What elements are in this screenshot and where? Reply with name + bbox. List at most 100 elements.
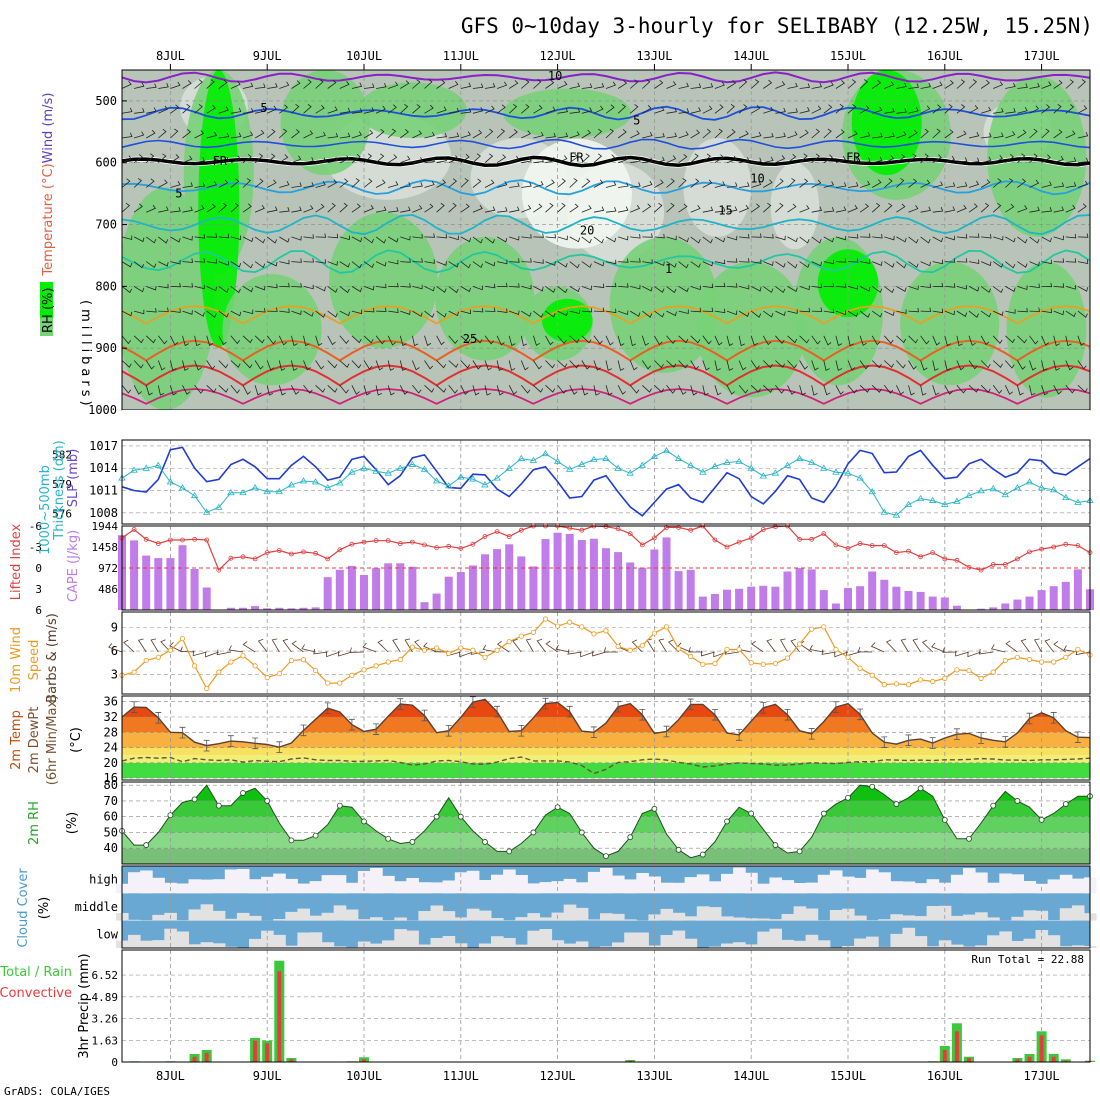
cloud-gap xyxy=(321,942,335,948)
cloud-gap xyxy=(866,869,879,894)
wind-speed-point xyxy=(1002,657,1008,664)
wind-barb xyxy=(133,309,145,315)
wind-barb xyxy=(315,79,324,89)
wind-barb xyxy=(775,261,786,268)
wind-barb xyxy=(569,309,580,315)
wind-speed-point xyxy=(736,646,742,653)
wind-barb xyxy=(1041,104,1051,114)
cloud-gap xyxy=(902,915,916,921)
wind-barb xyxy=(158,236,169,244)
rh-tick: 60 xyxy=(104,810,118,824)
li-point xyxy=(652,535,657,541)
cape-bar xyxy=(505,544,514,610)
cape-bar xyxy=(335,569,344,610)
wind-barb xyxy=(218,360,229,369)
cloud-gap xyxy=(176,931,189,948)
wind-barb xyxy=(545,106,556,114)
surface-wind-barb xyxy=(766,638,776,653)
wind-barb xyxy=(545,310,556,318)
wind-barb xyxy=(218,385,229,393)
wind-barb xyxy=(218,261,230,266)
wind-barb xyxy=(569,178,578,188)
precip-conv-bar xyxy=(1051,1056,1056,1062)
cloud-gap xyxy=(200,942,214,948)
wind-barb xyxy=(158,206,169,213)
rh-tick: 50 xyxy=(104,825,118,839)
wind-barb xyxy=(557,81,568,89)
wind-barb xyxy=(1041,308,1052,314)
thickness-point xyxy=(529,456,538,463)
thickness-point xyxy=(686,461,695,468)
cloud-gap xyxy=(829,870,843,894)
wind-barb xyxy=(375,385,382,396)
wind-barb xyxy=(122,202,131,213)
wind-barb xyxy=(1077,310,1088,318)
wind-barb xyxy=(122,310,133,317)
wind-barb xyxy=(884,107,895,114)
cape-bar xyxy=(481,554,489,610)
wind-barb xyxy=(993,107,1004,114)
wind-barb xyxy=(678,108,690,114)
wind-barb xyxy=(303,360,311,371)
cloud-gap xyxy=(454,917,468,921)
wind-barb xyxy=(315,286,326,292)
wind-barb xyxy=(629,335,637,347)
surface-wind-barb xyxy=(338,650,353,657)
wind-barb xyxy=(484,261,496,267)
li-point xyxy=(942,556,948,562)
cape-bar xyxy=(989,607,998,610)
wind-barb xyxy=(448,107,460,114)
cloud-level-label: high xyxy=(89,873,118,887)
wind-barb xyxy=(690,107,701,114)
wind-barb xyxy=(896,385,905,395)
ua-label-wind: Wind (m/s) xyxy=(41,93,56,164)
wind-barb xyxy=(872,132,883,139)
cape-bar xyxy=(226,607,235,610)
wind-barb xyxy=(412,204,423,213)
cape-bar xyxy=(178,545,187,610)
precip-tick: 0 xyxy=(111,1056,118,1069)
wind-speed-point xyxy=(942,675,948,681)
wind-barb xyxy=(738,204,749,213)
cloud-gap xyxy=(563,878,577,894)
wind-barb xyxy=(605,154,616,164)
wind-barb xyxy=(424,360,434,370)
wind-barb xyxy=(472,385,480,396)
wind-barb xyxy=(763,79,773,89)
cloud-gap xyxy=(188,944,202,948)
wind-barb xyxy=(218,233,230,239)
surface-wind-barb xyxy=(545,640,558,653)
precip-conv-bar xyxy=(265,1043,270,1062)
wind-barb xyxy=(1089,112,1090,114)
cloud-gap xyxy=(672,912,686,921)
wind-barb xyxy=(642,180,653,188)
wind-barb xyxy=(763,310,774,318)
wind-barb xyxy=(896,108,907,114)
wind-barb xyxy=(363,236,374,244)
wind-barb xyxy=(267,283,278,289)
surface-wind-barb xyxy=(700,650,716,657)
wind-barb xyxy=(424,131,435,139)
thickness-point xyxy=(517,454,526,461)
wind-barb xyxy=(956,104,966,114)
surface-wind-barb xyxy=(1053,640,1067,653)
cloud-gap xyxy=(781,880,795,894)
wind-barb xyxy=(726,206,738,213)
wind-barb xyxy=(230,286,241,294)
wind-barb xyxy=(509,182,520,188)
thickness-point xyxy=(469,475,477,482)
wind-barb xyxy=(218,156,230,164)
wind-speed-point xyxy=(470,647,476,653)
cape-bar xyxy=(420,602,429,610)
cloud-gap xyxy=(503,938,516,948)
wind-barb xyxy=(617,310,629,316)
wind-barb xyxy=(980,179,991,188)
wind-barb xyxy=(823,335,832,346)
rh-point xyxy=(627,834,634,841)
precip-tick: 1.63 xyxy=(92,1034,119,1047)
surface-wind-barb xyxy=(751,640,764,653)
minmax-bar xyxy=(881,736,888,748)
wind-barb xyxy=(968,385,979,393)
precip-label-1: Total / Rain xyxy=(0,965,72,980)
wind-barb xyxy=(823,385,831,396)
